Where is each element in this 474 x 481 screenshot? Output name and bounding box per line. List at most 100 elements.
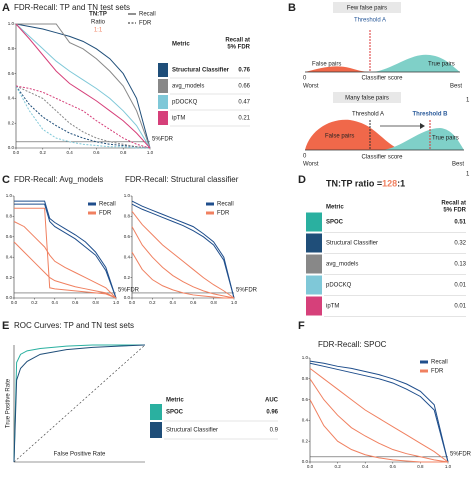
y-tick-label: 0.6 xyxy=(124,234,131,239)
y-tick-label: 0.2 xyxy=(302,438,309,443)
row-value: 0.13 xyxy=(454,262,466,268)
row-value: 0.76 xyxy=(238,68,250,74)
row-name: avg_models xyxy=(326,262,358,268)
label: 0 xyxy=(303,154,307,160)
x-tick-label: 1.0 xyxy=(231,300,238,305)
x-tick-label: 0.2 xyxy=(334,464,341,469)
y-tick-label: 1.0 xyxy=(6,193,13,198)
series-line xyxy=(15,85,151,149)
row-name: ipTM xyxy=(172,116,185,122)
x-tick-label: 0.4 xyxy=(170,300,177,305)
y-tick-label: 0.6 xyxy=(8,71,15,76)
x-axis-label: False Positive Rate xyxy=(54,452,106,458)
row-name: Structural Classifier xyxy=(166,428,218,434)
y-tick-label: 0.8 xyxy=(302,376,309,381)
swatch xyxy=(306,254,322,274)
swatch xyxy=(150,404,162,420)
threshold-label: Threshold A xyxy=(352,112,384,118)
series-line xyxy=(15,85,151,149)
x-tick-label: 0.6 xyxy=(93,150,100,155)
table-header: Metric xyxy=(172,42,190,48)
y-tick-label: 0.8 xyxy=(6,214,13,219)
label: 0 xyxy=(303,76,307,82)
false-dist xyxy=(305,66,372,72)
chart-title: FDR-Recall: SPOC xyxy=(318,340,387,349)
table-header: Recall at xyxy=(225,38,250,44)
row-name: pDOCKQ xyxy=(326,283,352,289)
x-tick-label: 0.6 xyxy=(72,300,79,305)
ratio-label: TN:TP xyxy=(89,12,107,18)
y-tick-label: 0.2 xyxy=(8,120,15,125)
x-tick-label: 0.6 xyxy=(190,300,197,305)
diagonal xyxy=(13,344,146,463)
series-line xyxy=(131,203,235,299)
y-tick-label: 0.2 xyxy=(6,275,13,280)
chart-title: FDR-Recall: TP and TN test sets xyxy=(14,3,130,12)
panel-label: C xyxy=(2,174,10,186)
x-tick-label: 0.8 xyxy=(417,464,424,469)
swatch xyxy=(158,95,168,109)
label: True pairs xyxy=(428,62,455,68)
x-tick-label: 1.0 xyxy=(445,464,452,469)
x-tick-label: 0.8 xyxy=(210,300,217,305)
table-title: 128 xyxy=(382,178,397,188)
chart-title: FDR-Recall: Structural classifier xyxy=(125,175,239,184)
row-value: 0.66 xyxy=(238,84,250,90)
legend-label: Recall xyxy=(217,202,234,208)
ratio-sub: Ratio xyxy=(91,20,106,26)
legend-label: FDR xyxy=(431,369,444,375)
panel-label: E xyxy=(2,320,9,332)
table-title: :1 xyxy=(397,178,405,188)
y-tick-label: 1.0 xyxy=(302,355,309,360)
series-line xyxy=(13,221,117,299)
label: 1 xyxy=(466,172,470,178)
y-tick-label: 1.0 xyxy=(124,193,131,198)
annotation: 5%FDR xyxy=(450,451,472,457)
series-line xyxy=(13,344,146,463)
panel-label: B xyxy=(288,2,296,14)
series-line xyxy=(131,226,235,299)
swatch xyxy=(306,212,322,232)
label: False pairs xyxy=(312,62,341,68)
legend-label: Recall xyxy=(431,360,448,366)
y-tick-label: 0.8 xyxy=(8,46,15,51)
y-tick-label: 0.4 xyxy=(6,254,13,259)
ratio-value: 1:1 xyxy=(94,28,103,34)
series-line xyxy=(15,23,151,149)
row-name: SPOC xyxy=(326,220,344,226)
series-line xyxy=(13,344,145,463)
annotation: 5%FDR xyxy=(152,136,174,142)
row-value: 0.32 xyxy=(454,241,466,247)
table-header: Metric xyxy=(166,398,184,404)
series-line xyxy=(14,203,117,299)
swatch xyxy=(150,422,162,438)
y-tick-label: 0.4 xyxy=(302,418,309,423)
table-header: AUC xyxy=(265,398,279,404)
panel-label: D xyxy=(298,174,306,186)
row-value: 0.96 xyxy=(266,410,278,416)
y-tick-label: 0.0 xyxy=(302,459,309,464)
label: 1 xyxy=(466,98,470,104)
y-tick-label: 0.4 xyxy=(124,254,131,259)
swatch xyxy=(306,296,322,316)
x-tick-label: 0.4 xyxy=(66,150,73,155)
series-line xyxy=(131,251,234,299)
legend-label: Recall xyxy=(139,12,156,18)
row-value: 0.21 xyxy=(238,116,250,122)
y-tick-label: 0.0 xyxy=(124,295,131,300)
label: Worst xyxy=(303,84,319,90)
diagram: Few false pairs Threshold A False pairs … xyxy=(303,2,470,178)
true-dist xyxy=(380,128,464,150)
diagram-title: Few false pairs xyxy=(347,6,387,12)
row-name: SPOC xyxy=(166,410,184,416)
swatch xyxy=(158,111,168,125)
y-axis-label: True Positive Rate xyxy=(6,378,12,428)
label: True pairs xyxy=(432,136,459,142)
series-line xyxy=(14,200,117,299)
series-line xyxy=(309,378,449,463)
x-tick-label: 0.4 xyxy=(362,464,369,469)
series-line xyxy=(309,362,449,463)
label: False pairs xyxy=(325,134,354,140)
x-tick-label: 1.0 xyxy=(147,150,154,155)
x-tick-label: 0.4 xyxy=(52,300,59,305)
